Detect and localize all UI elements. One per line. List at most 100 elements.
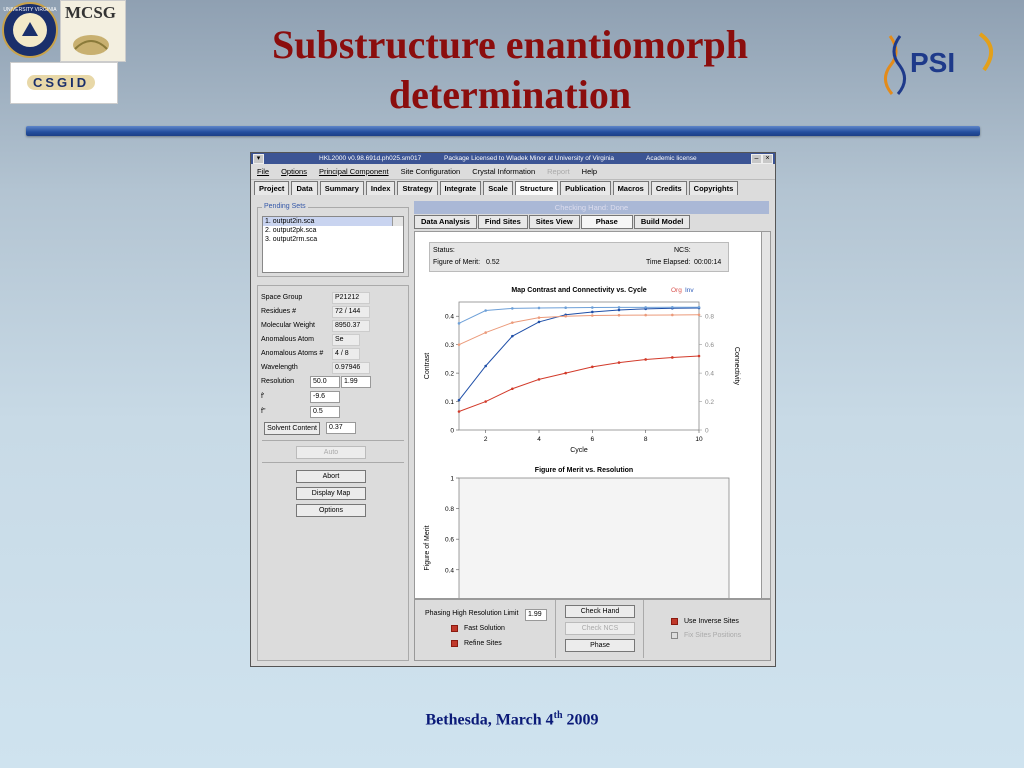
space-group-value: P21212 (332, 292, 370, 304)
tab-integrate[interactable]: Integrate (439, 181, 482, 195)
tab-project[interactable]: Project (254, 181, 290, 195)
phasing-limit-input[interactable]: 1.99 (525, 609, 547, 621)
subtab-sites-view[interactable]: Sites View (528, 215, 580, 229)
subtab-build-model[interactable]: Build Model (633, 215, 691, 229)
phase-controls: Phasing High Resolution Limit 1.99 Fast … (414, 599, 771, 661)
display-map-button[interactable]: Display Map (296, 487, 366, 500)
menu-principal-component[interactable]: Principal Component (318, 167, 389, 176)
refine-sites-checkbox[interactable]: Refine Sites (451, 640, 502, 647)
tab-structure[interactable]: Structure (514, 181, 559, 195)
svg-text:UNIVERSITY VIRGINIA: UNIVERSITY VIRGINIA (3, 7, 57, 13)
resolution-low-input[interactable]: 50.0 (310, 376, 340, 388)
left-panel: Pending Sets 1. output2in.sca 2. output2… (257, 201, 409, 661)
subtab-data-analysis[interactable]: Data Analysis (414, 215, 477, 229)
chart2-plot-frame (458, 477, 730, 598)
minimize-icon[interactable]: – (751, 154, 762, 164)
checkbox-checked-icon (451, 640, 458, 647)
phase-button[interactable]: Phase (565, 639, 635, 652)
tab-scale[interactable]: Scale (483, 181, 513, 195)
chart1-xtick-label: 8 (644, 436, 648, 443)
subtab-phase[interactable]: Phase (580, 215, 633, 229)
use-inverse-sites-label: Use Inverse Sites (684, 618, 739, 625)
ncs-label: NCS: (674, 247, 691, 254)
chart1-ytick-label: 0.4 (445, 314, 454, 321)
series-point-inv-right (617, 306, 621, 309)
series-line-inv-left (458, 307, 700, 401)
subtab-find-sites[interactable]: Find Sites (477, 215, 528, 229)
chart1-xtick-label: 6 (591, 436, 595, 443)
list-item[interactable]: 2. output2pk.sca (265, 227, 317, 234)
divider (555, 600, 556, 658)
series-point-inv-left (484, 364, 487, 368)
series-line-org-left (458, 355, 700, 412)
chart2-ytick-label: 0.8 (445, 506, 454, 513)
tab-summary[interactable]: Summary (319, 181, 364, 195)
chart1-y2tick-label: 0.8 (705, 314, 714, 321)
elapsed-value: 00:00:14 (694, 259, 722, 266)
series-point-org-right (644, 313, 647, 317)
solvent-content-button[interactable]: Solvent Content (264, 422, 320, 435)
series-point-inv-right (511, 307, 514, 310)
check-ncs-button: Check NCS (565, 622, 635, 635)
chart1-y2tick-label: 0 (705, 428, 709, 435)
menu-site-configuration[interactable]: Site Configuration (400, 167, 461, 176)
tab-macros[interactable]: Macros (612, 181, 649, 195)
solvent-content-input[interactable]: 0.37 (326, 422, 356, 434)
series-point-inv-right (484, 309, 487, 312)
check-hand-button[interactable]: Check Hand (565, 605, 635, 618)
chart2-ytick-label: 0.6 (445, 537, 454, 544)
phasing-limit-label: Phasing High Resolution Limit (425, 610, 519, 617)
series-point-inv-left (511, 334, 514, 338)
series-point-org-left (484, 400, 487, 403)
anomalous-atom-value: Se (332, 334, 360, 346)
fprime-input[interactable]: -9.6 (310, 391, 340, 403)
mcsg-logo: MCSG (60, 0, 126, 62)
mcsg-logo-text: MCSG (65, 3, 116, 22)
series-point-org-left (671, 356, 674, 359)
menu-bar: File Options Principal Component Site Co… (251, 164, 775, 180)
tab-data[interactable]: Data (291, 181, 318, 195)
wavelength-value: 0.97946 (332, 362, 370, 374)
phase-charts: Map Contrast and Connectivity vs. Cycle O… (424, 287, 740, 598)
tab-index[interactable]: Index (365, 181, 396, 195)
list-scrollbar[interactable] (392, 217, 403, 226)
anomalous-atoms-value: 4 / 8 (332, 348, 360, 360)
menu-crystal-information[interactable]: Crystal Information (472, 167, 536, 176)
menu-help[interactable]: Help (581, 167, 598, 176)
menu-file[interactable]: File (257, 167, 270, 176)
options-button[interactable]: Options (296, 504, 366, 517)
structure-subtabs: Data Analysis Find Sites Sites View Phas… (414, 215, 691, 229)
chart1-ytick-label: 0.3 (445, 342, 454, 349)
list-item[interactable]: 1. output2in.sca (263, 217, 403, 226)
pending-sets-list[interactable]: 1. output2in.sca 2. output2pk.sca 3. out… (262, 216, 404, 273)
plot-scrollbar[interactable] (761, 232, 770, 598)
menu-options[interactable]: Options (281, 167, 307, 176)
tab-publication[interactable]: Publication (560, 181, 611, 195)
close-icon[interactable]: × (762, 154, 773, 164)
csgid-logo-text: CSGID (27, 75, 96, 90)
series-point-inv-left (591, 310, 594, 314)
status-label: Status: (433, 247, 455, 254)
list-item[interactable]: 3. output2rm.sca (265, 236, 318, 243)
fdprime-input[interactable]: 0.5 (310, 406, 340, 418)
window-menu-icon[interactable]: ▾ (253, 154, 264, 164)
series-point-inv-right (591, 306, 594, 309)
use-inverse-sites-checkbox[interactable]: Use Inverse Sites (671, 618, 739, 625)
series-point-org-right (457, 343, 461, 346)
elapsed-label: Time Elapsed: (646, 259, 691, 266)
refine-sites-label: Refine Sites (464, 640, 502, 647)
abort-button[interactable]: Abort (296, 470, 366, 483)
series-point-org-right (511, 321, 514, 324)
checkbox-checked-icon (451, 625, 458, 632)
fast-solution-checkbox[interactable]: Fast Solution (451, 625, 505, 632)
series-point-org-right (591, 314, 594, 317)
tab-strategy[interactable]: Strategy (397, 181, 438, 195)
title-underline-bar (26, 126, 980, 136)
tab-copyrights[interactable]: Copyrights (688, 181, 739, 195)
series-point-inv-right (564, 306, 567, 309)
fom-label: Figure of Merit: (433, 259, 481, 266)
chart1-title: Map Contrast and Connectivity vs. Cycle (511, 287, 646, 294)
tab-credits[interactable]: Credits (650, 181, 687, 195)
footer-date: Bethesda, March 4 (425, 711, 554, 729)
resolution-high-input[interactable]: 1.99 (341, 376, 371, 388)
